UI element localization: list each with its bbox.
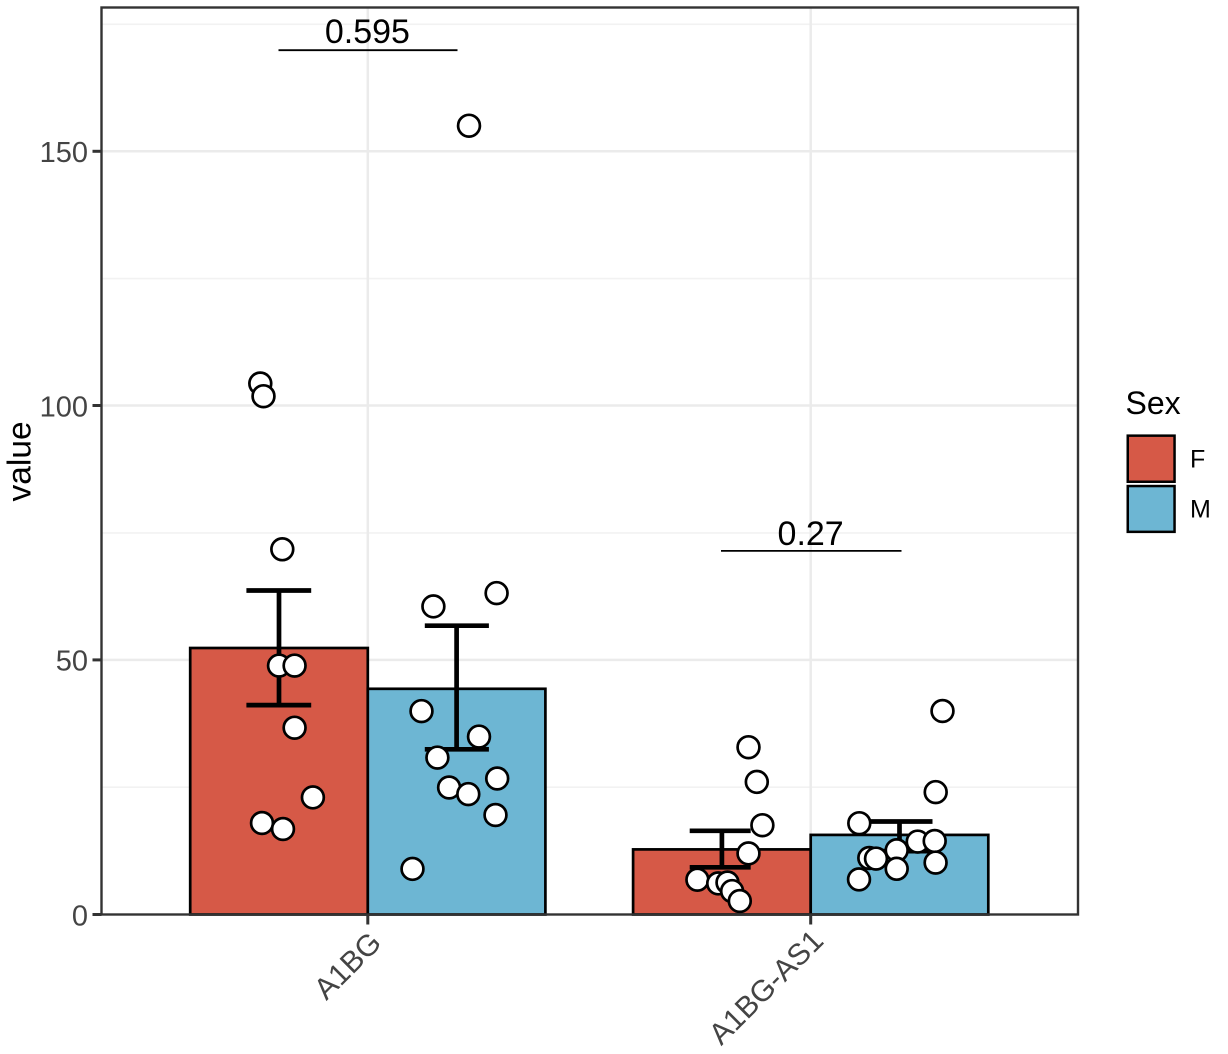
svg-text:F: F: [1190, 445, 1205, 473]
svg-text:value: value: [2, 421, 39, 501]
svg-text:0.27: 0.27: [778, 515, 844, 553]
svg-text:Sex: Sex: [1126, 385, 1181, 421]
svg-text:M: M: [1190, 496, 1211, 524]
svg-text:0: 0: [72, 900, 88, 932]
svg-text:100: 100: [40, 391, 88, 423]
svg-text:0.595: 0.595: [325, 13, 410, 51]
svg-text:50: 50: [56, 646, 88, 678]
svg-text:150: 150: [40, 137, 88, 169]
